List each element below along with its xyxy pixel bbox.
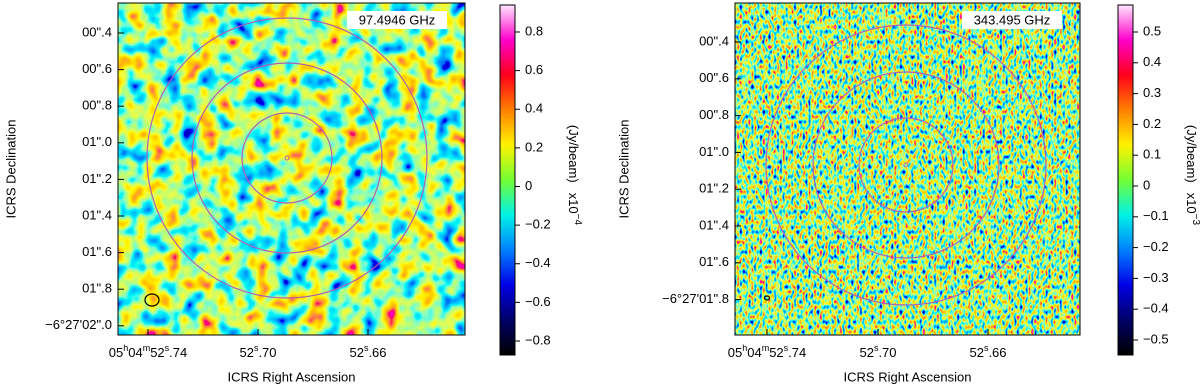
y-axis-label: ICRS Declination xyxy=(616,120,631,219)
x-tick-label: 05h04m52s.74 xyxy=(109,343,188,360)
frequency-box xyxy=(347,11,447,29)
colorbar-tick-label: 0.6 xyxy=(525,62,543,77)
y-tick-label: 01".2 xyxy=(699,181,729,196)
colorbar-label: (Jy/beam) x10−4 xyxy=(566,125,583,226)
colorbar xyxy=(1117,4,1134,356)
y-tick-label: 00".6 xyxy=(699,70,729,85)
aperture-circle xyxy=(146,17,428,299)
beam xyxy=(144,293,160,307)
colorbar-tick-label: −0.8 xyxy=(525,332,551,347)
y-tick-label: 01".0 xyxy=(82,134,112,149)
beam xyxy=(763,295,771,301)
colorbar-tick-label: −0.1 xyxy=(1143,208,1169,223)
colorbar xyxy=(499,4,516,356)
frequency-box xyxy=(962,11,1062,29)
colorbar-tick-label: −0.6 xyxy=(525,294,551,309)
y-tick-label: 01".4 xyxy=(699,217,729,232)
sky-image xyxy=(118,3,465,335)
colorbar-tick-label: −0.2 xyxy=(525,217,551,232)
aperture-circle xyxy=(191,62,383,254)
x-tick-label: 52s.70 xyxy=(239,343,276,360)
y-tick-label: 00".6 xyxy=(82,61,112,76)
center-marker xyxy=(284,155,290,161)
colorbar-label-part: (Jy/beam) xyxy=(1184,125,1199,183)
colorbar-tick-label: 0.4 xyxy=(1143,54,1161,69)
y-tick-label: 01".2 xyxy=(82,171,112,186)
y-tick-label: −6°27'01".8 xyxy=(662,291,729,306)
colorbar-label-part: x10 xyxy=(566,193,581,214)
x-tick-label: 52s.66 xyxy=(969,343,1006,360)
y-tick-label: 01".4 xyxy=(82,207,112,222)
center-marker xyxy=(903,162,909,168)
y-tick-label: 00".4 xyxy=(699,33,729,48)
x-axis-label: ICRS Right Ascension xyxy=(844,369,972,384)
colorbar-label-part: −4 xyxy=(572,214,583,226)
colorbar-tick-label: 0.8 xyxy=(525,23,543,38)
frame xyxy=(734,2,1081,336)
colorbar-tick-label: −0.4 xyxy=(525,255,551,270)
y-tick-label: −6°27'02".0 xyxy=(45,317,112,332)
y-tick-label: 01".6 xyxy=(699,254,729,269)
y-tick-label: 00".8 xyxy=(82,98,112,113)
x-axis-label: ICRS Right Ascension xyxy=(228,369,356,384)
x-tick-label: 52s.70 xyxy=(859,343,896,360)
y-axis-label: ICRS Declination xyxy=(3,120,18,219)
colorbar-tick-label: 0.1 xyxy=(1143,147,1161,162)
colorbar-tick-label: 0.4 xyxy=(525,101,543,116)
aperture-circle xyxy=(241,112,333,204)
y-tick-label: 00".4 xyxy=(82,24,112,39)
colorbar-tick-label: 0.5 xyxy=(1143,23,1161,38)
colorbar-tick-label: −0.2 xyxy=(1143,239,1169,254)
x-tick-label: 05h04m52s.74 xyxy=(728,343,807,360)
colorbar-label-part: (Jy/beam) xyxy=(566,125,581,183)
panel: 97.4946 GHz 00".4 00".6 00".8 01".0 01".2 01".… xyxy=(3,2,583,384)
colorbar-tick-label: −0.4 xyxy=(1143,301,1169,316)
colorbar-label-part: −3 xyxy=(1190,214,1200,226)
colorbar-tick-label: 0.2 xyxy=(525,139,543,154)
colorbar-tick-label: 0 xyxy=(1143,177,1150,192)
aperture-circle xyxy=(765,24,1047,306)
colorbar-tick-label: 0.2 xyxy=(1143,116,1161,131)
colorbar-label: (Jy/beam) x10−3 xyxy=(1184,125,1200,226)
aperture-circle xyxy=(812,71,1000,259)
colorbar-tick-label: −0.5 xyxy=(1143,331,1169,346)
y-tick-label: 01".0 xyxy=(699,144,729,159)
y-tick-label: 01".8 xyxy=(82,281,112,296)
colorbar-tick-label: 0.3 xyxy=(1143,85,1161,100)
panel: 343.495 GHz 00".4 00".6 00".8 01".0 01".2 01".… xyxy=(616,2,1200,384)
aperture-circle xyxy=(858,117,954,213)
colorbar-tick-label: 0 xyxy=(525,178,532,193)
frequency-label: 343.495 GHz xyxy=(974,12,1051,27)
frequency-label: 97.4946 GHz xyxy=(359,12,436,27)
sky-image xyxy=(735,3,1080,335)
colorbar-label-part: x10 xyxy=(1184,193,1199,214)
x-tick-label: 52s.66 xyxy=(349,343,386,360)
frame xyxy=(117,2,466,336)
colorbar-tick-label: −0.3 xyxy=(1143,270,1169,285)
y-tick-label: 01".6 xyxy=(82,244,112,259)
y-tick-label: 00".8 xyxy=(699,107,729,122)
